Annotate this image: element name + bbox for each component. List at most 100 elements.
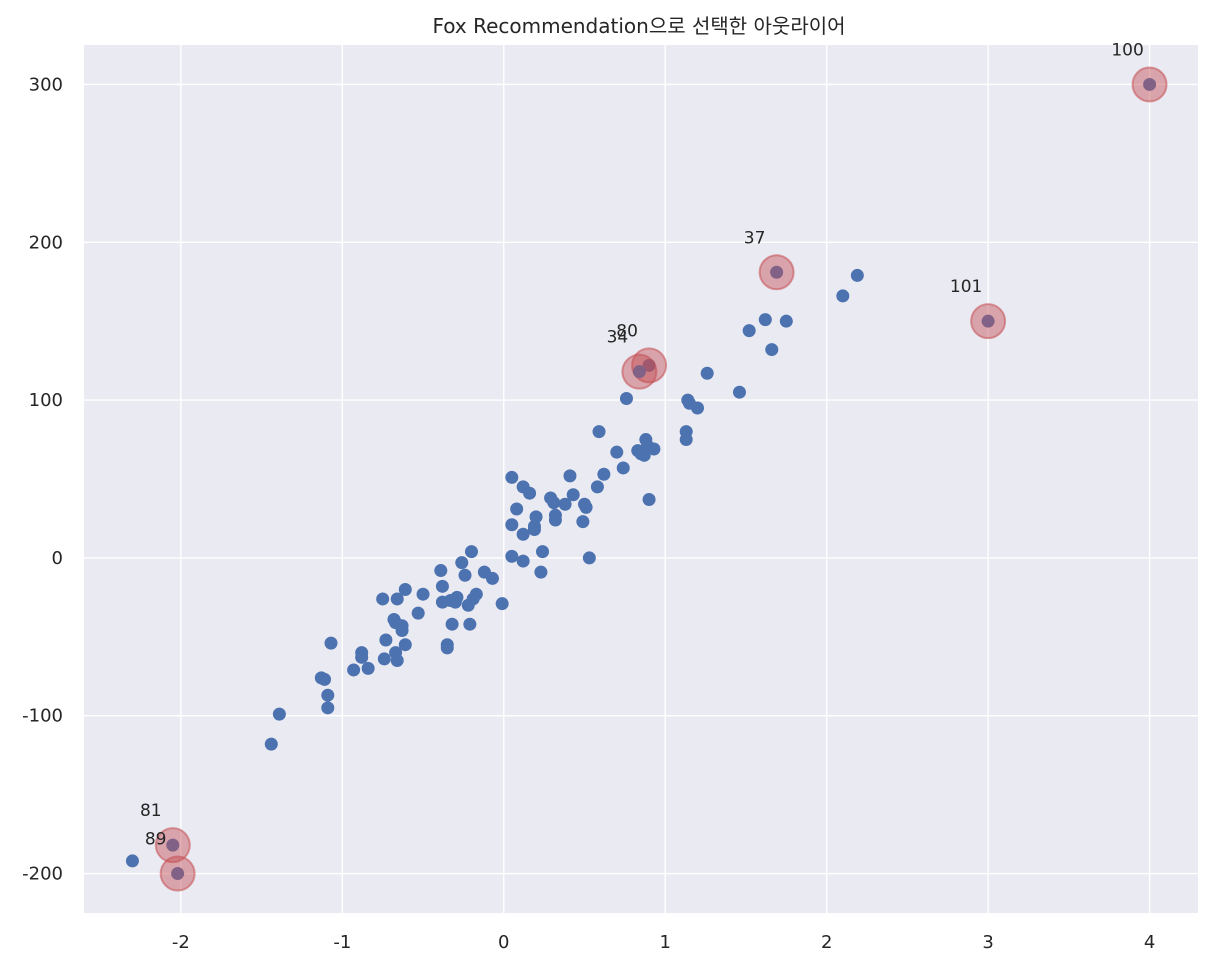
data-point — [355, 650, 369, 664]
data-point — [450, 590, 464, 604]
data-point — [347, 663, 361, 677]
data-point — [732, 385, 746, 399]
data-points — [125, 268, 864, 868]
x-tick-label: 2 — [821, 932, 832, 953]
data-point — [440, 641, 454, 655]
data-point — [582, 551, 596, 565]
x-tick-label: -1 — [333, 932, 351, 953]
data-point — [324, 636, 338, 650]
plot-area — [84, 45, 1198, 913]
x-tick-label: 4 — [1144, 932, 1155, 953]
data-point — [536, 545, 550, 559]
outlier-highlight — [758, 254, 795, 291]
outlier-highlight — [154, 827, 191, 864]
outlier-label: 101 — [950, 277, 982, 297]
data-point — [321, 701, 335, 715]
data-point — [435, 579, 449, 593]
data-point — [395, 624, 409, 638]
grid-lines — [84, 45, 1198, 913]
data-point — [411, 606, 425, 620]
data-point — [548, 508, 562, 522]
y-tick-label: 200 — [29, 232, 63, 253]
outlier-highlight — [159, 855, 196, 892]
chart-title: Fox Recommendation으로 선택한 아웃라이어 — [432, 14, 845, 38]
data-point — [529, 510, 543, 524]
data-point — [590, 480, 604, 494]
data-point — [765, 343, 779, 357]
data-point — [642, 493, 656, 507]
data-point — [679, 433, 693, 447]
y-tick-label: 0 — [52, 548, 63, 569]
data-point — [592, 425, 606, 439]
data-point — [510, 502, 524, 516]
outlier-label: 80 — [616, 321, 638, 341]
data-point — [616, 461, 630, 475]
data-point — [597, 467, 611, 481]
data-point — [836, 289, 850, 303]
data-point — [779, 314, 793, 328]
outlier-point — [770, 265, 784, 279]
outlier-label: 37 — [744, 228, 766, 248]
outlier-point — [1143, 77, 1157, 91]
data-point — [619, 392, 633, 406]
data-point — [850, 268, 864, 282]
data-point — [579, 500, 593, 514]
data-point — [398, 582, 412, 596]
outlier-highlight — [970, 303, 1007, 340]
data-point — [398, 638, 412, 652]
outlier-highlight — [1131, 66, 1168, 103]
y-tick-label: 300 — [29, 74, 63, 95]
data-point — [455, 556, 469, 570]
outlier-highlight — [621, 353, 658, 390]
outlier-point — [981, 314, 995, 328]
data-point — [558, 497, 572, 511]
y-tick-label: 100 — [29, 390, 63, 411]
data-point — [566, 488, 580, 502]
data-point — [516, 527, 530, 541]
data-point — [505, 518, 519, 532]
data-point — [361, 661, 375, 675]
data-point — [758, 313, 772, 327]
data-point — [691, 401, 705, 415]
outlier-point — [166, 838, 180, 852]
data-point — [272, 707, 286, 721]
data-point — [445, 617, 459, 631]
data-point — [495, 597, 509, 611]
data-point — [416, 587, 430, 601]
data-point — [547, 496, 561, 510]
data-point — [516, 554, 530, 568]
y-tick-label: -200 — [22, 864, 63, 885]
y-tick-label: -100 — [22, 706, 63, 727]
data-point — [647, 442, 661, 456]
data-point — [321, 688, 335, 702]
data-point — [390, 653, 404, 667]
data-point — [434, 564, 448, 578]
data-point — [700, 366, 714, 380]
data-point — [318, 672, 332, 686]
data-point — [534, 565, 548, 579]
data-point — [505, 470, 519, 484]
data-point — [264, 737, 278, 751]
data-point — [523, 486, 537, 500]
data-point — [505, 549, 519, 563]
data-point — [376, 592, 390, 606]
data-point — [377, 652, 391, 666]
data-point — [379, 633, 393, 647]
outlier-label: 81 — [140, 801, 162, 821]
data-point — [610, 445, 624, 459]
data-point — [485, 571, 499, 585]
x-tick-label: 1 — [659, 932, 670, 953]
data-point — [463, 617, 477, 631]
data-point — [563, 469, 577, 483]
x-tick-label: -2 — [172, 932, 190, 953]
outlier-point — [171, 867, 185, 881]
data-point — [527, 523, 541, 537]
data-point — [469, 587, 483, 601]
data-point — [458, 568, 472, 582]
x-tick-label: 3 — [982, 932, 993, 953]
outlier-label: 89 — [145, 830, 167, 850]
data-point — [576, 515, 590, 529]
